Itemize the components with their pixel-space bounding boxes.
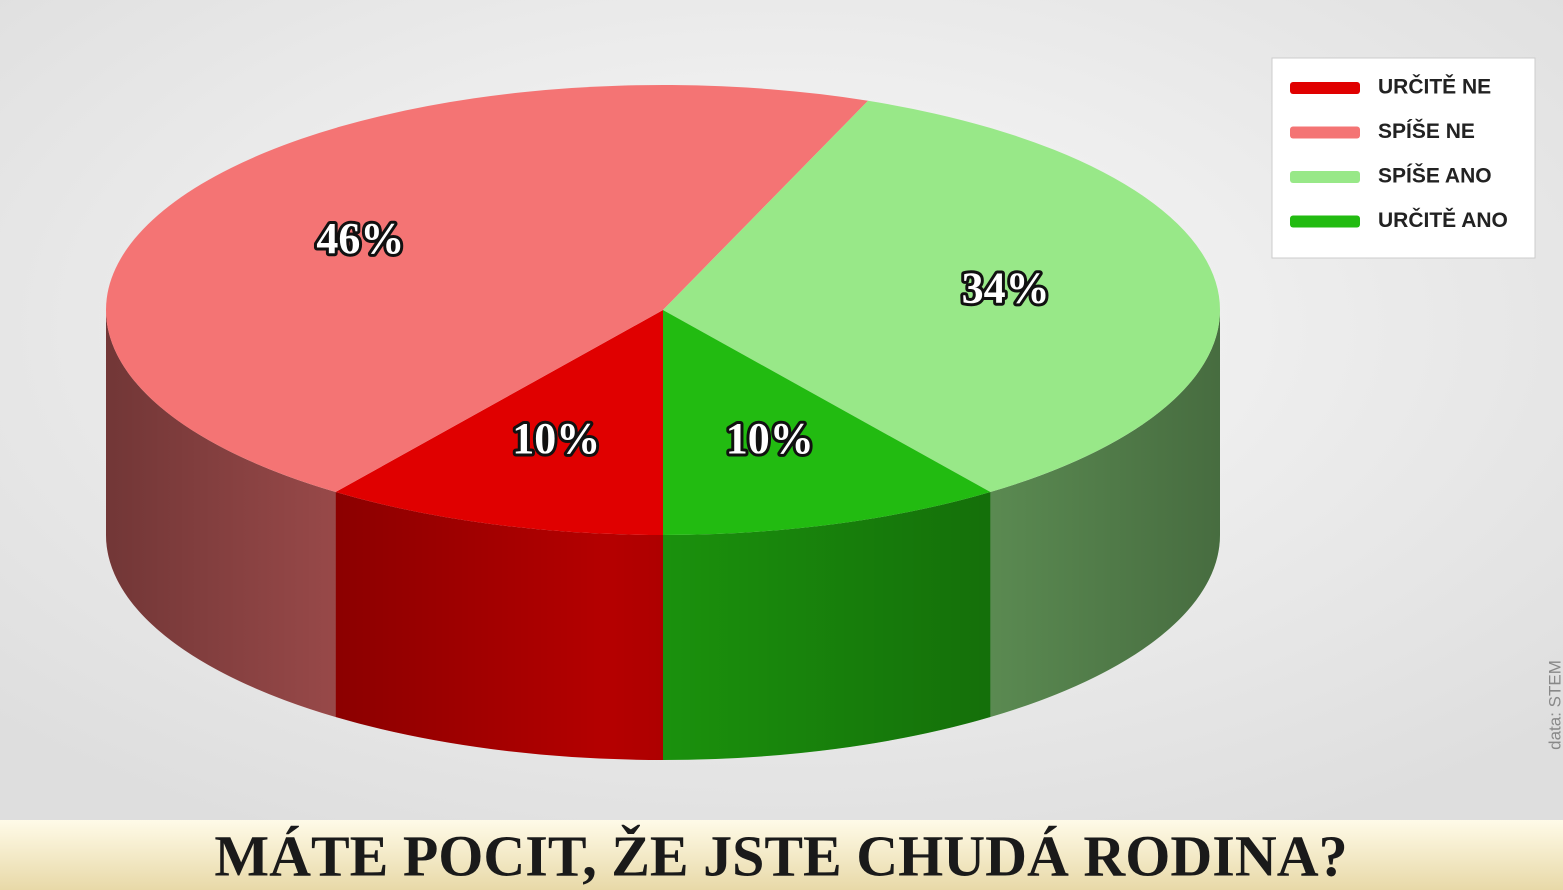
legend-swatch [1290,82,1360,94]
legend-swatch [1290,171,1360,183]
slice [663,100,1220,493]
data-label: 10% [726,414,814,463]
legend-label: SPÍŠE NE [1378,119,1475,143]
data-label: 34% [962,264,1050,313]
legend-label: URČITĚ ANO [1378,208,1508,232]
pie: 10% 46% 34% 10% [106,85,1220,760]
title-band [0,820,1563,890]
data-label: 46% [316,214,404,263]
slice [106,85,869,493]
data-label: 10% [512,414,600,463]
chart-title: MÁTE POCIT, ŽE JSTE CHUDÁ RODINA? [214,823,1347,888]
source-note: data: STEM [1545,660,1563,750]
slice [663,310,991,535]
legend-label: URČITĚ NE [1378,75,1491,99]
legend-label: SPÍŠE ANO [1378,164,1492,188]
legend-swatch [1290,215,1360,228]
slice [335,310,663,535]
legend-swatch [1290,126,1360,139]
